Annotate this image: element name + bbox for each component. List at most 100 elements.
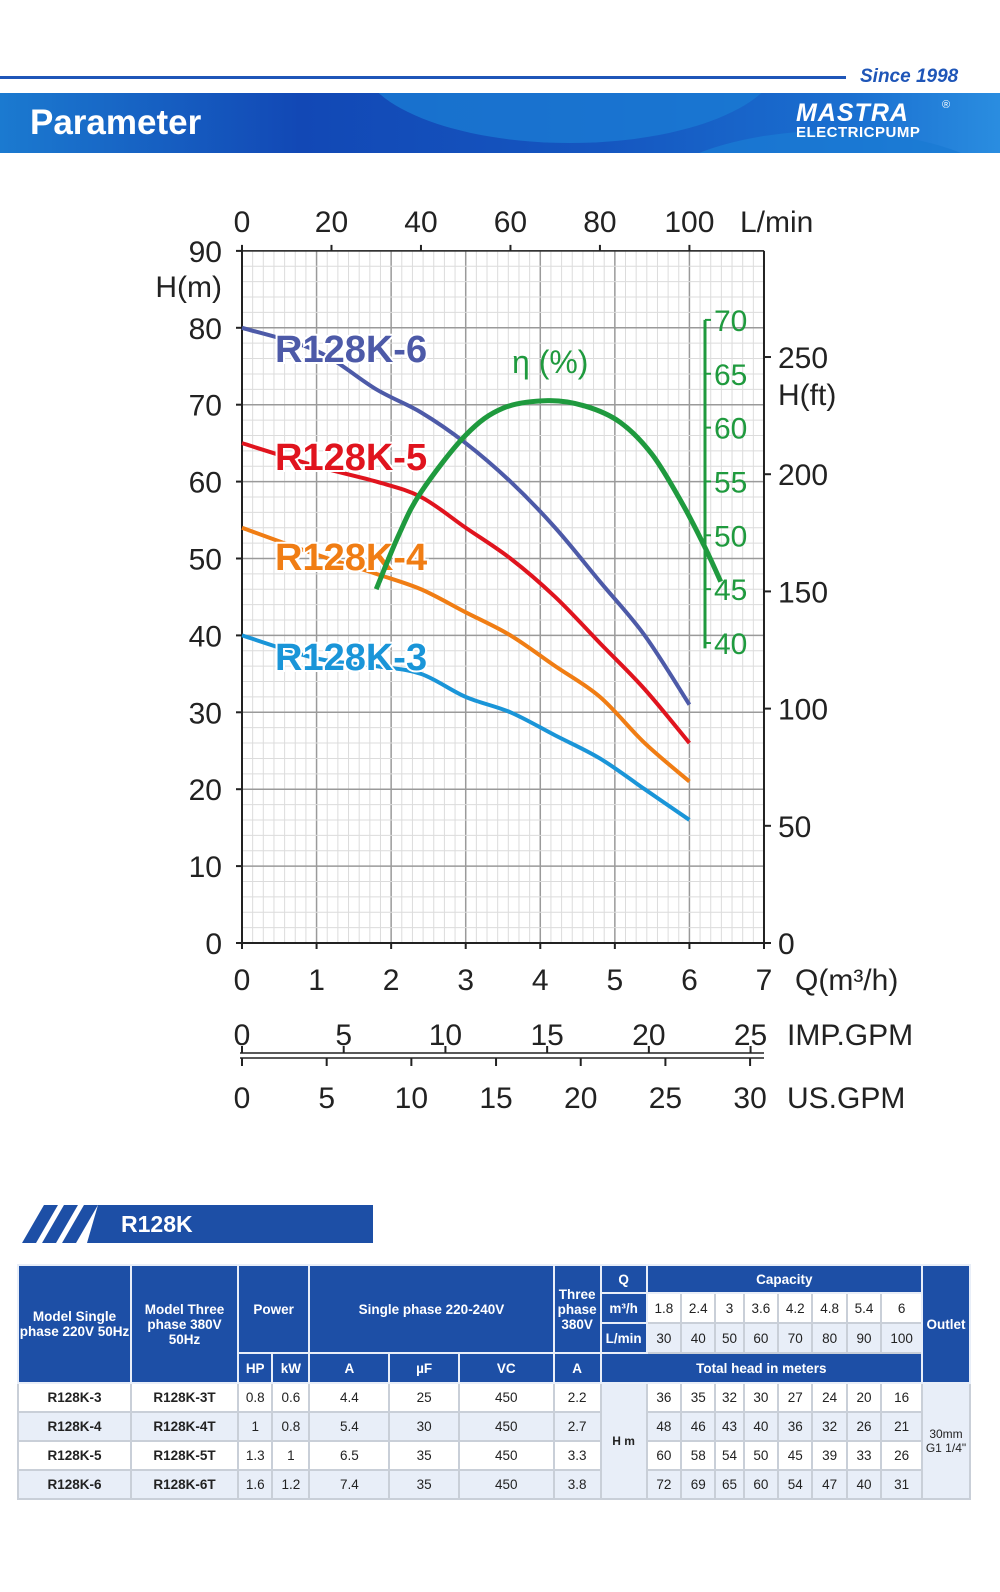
- us-tick-label: 20: [564, 1082, 597, 1115]
- tab-bar: [87, 1205, 373, 1243]
- imp-axis-label: IMP.GPM: [787, 1019, 913, 1052]
- registered-icon: ®: [942, 99, 951, 111]
- header-model-three: Model Three phase 380V 50Hz: [130, 1264, 239, 1384]
- model-single: R128K-5: [17, 1440, 132, 1471]
- capacity-lmin: 40: [680, 1322, 717, 1354]
- spec-value: 1.6: [236, 1469, 274, 1500]
- model-tab: R128K: [17, 1205, 373, 1243]
- head-value: 72: [645, 1469, 683, 1500]
- spec-value: 30: [388, 1411, 460, 1442]
- header-sub: A: [552, 1352, 602, 1384]
- plot-area: [242, 250, 764, 943]
- spec-value: 0.8: [236, 1382, 274, 1413]
- us-tick-label: 5: [318, 1082, 335, 1115]
- head-value: 36: [645, 1382, 683, 1413]
- us-tick-label: 10: [395, 1082, 428, 1115]
- head-value: 48: [645, 1411, 683, 1442]
- y-tick-label: 90: [189, 236, 222, 269]
- imp-tick-label: 25: [734, 1019, 767, 1052]
- spec-value: 2.7: [552, 1411, 602, 1442]
- spec-value: 1: [236, 1411, 274, 1442]
- spec-value: 450: [457, 1411, 555, 1442]
- header-power: Power: [236, 1264, 311, 1354]
- capacity-lmin: 50: [714, 1322, 745, 1354]
- capacity-lmin: 80: [811, 1322, 848, 1354]
- header-q: Q: [599, 1264, 648, 1294]
- series-label: R128K-6: [275, 329, 427, 371]
- head-value: 46: [680, 1411, 717, 1442]
- spec-value: 450: [457, 1440, 555, 1471]
- capacity-m3h: 4.2: [777, 1292, 814, 1324]
- header-single-phase: Single phase 220-240V: [308, 1264, 555, 1354]
- header-model-single: Model Single phase 220V 50Hz: [17, 1264, 132, 1384]
- spec-value: 35: [388, 1440, 460, 1471]
- head-value: 33: [845, 1440, 883, 1471]
- head-value: 40: [845, 1469, 883, 1500]
- capacity-m3h: 6: [880, 1292, 923, 1324]
- head-value: 36: [777, 1411, 814, 1442]
- capacity-m3h: 5.4: [845, 1292, 883, 1324]
- spec-value: 3.8: [552, 1469, 602, 1500]
- y-tick-label: 70: [189, 390, 222, 423]
- spec-value: 1.2: [271, 1469, 311, 1500]
- x-tick-label: 3: [457, 964, 474, 997]
- logo-subtitle: ELECTRICPUMP: [796, 124, 921, 141]
- us-axis-label: US.GPM: [787, 1082, 905, 1115]
- head-unit: H m: [599, 1382, 648, 1500]
- top-tick-label: 20: [315, 206, 348, 239]
- logo-mark: MASTRA: [796, 99, 909, 127]
- ft-tick-label: 50: [778, 811, 811, 844]
- ft-tick-label: 200: [778, 459, 828, 492]
- spec-value: 25: [388, 1382, 460, 1413]
- head-value: 24: [811, 1382, 848, 1413]
- capacity-m3h: 3.6: [742, 1292, 780, 1324]
- top-tick-label: 60: [494, 206, 527, 239]
- y-tick-label: 50: [189, 544, 222, 577]
- us-tick-label: 15: [479, 1082, 512, 1115]
- imp-tick-label: 5: [335, 1019, 352, 1052]
- spec-value: 1.3: [236, 1440, 274, 1471]
- top-axis-label: L/min: [740, 206, 813, 239]
- capacity-lmin: 90: [845, 1322, 883, 1354]
- head-value: 39: [811, 1440, 848, 1471]
- model-single: R128K-6: [17, 1469, 132, 1500]
- eff-tick-label: 70: [714, 305, 747, 338]
- capacity-lmin: 100: [880, 1322, 923, 1354]
- table-row: R128K-6 R128K-6T 1.6 1.2 7.4 35 450 3.8 72 69 65 60…: [17, 1469, 970, 1500]
- table-row: R128K-5 R128K-5T 1.3 1 6.5 35 450 3.3 60 58 54 50 45…: [17, 1440, 970, 1471]
- us-tick-label: 0: [234, 1082, 251, 1115]
- x-tick-label: 1: [308, 964, 325, 997]
- head-value: 45: [777, 1440, 814, 1471]
- header-total-head: Total head in meters: [599, 1352, 924, 1384]
- capacity-m3h: 3: [714, 1292, 745, 1324]
- spec-value: 4.4: [308, 1382, 391, 1413]
- us-tick-label: 25: [649, 1082, 682, 1115]
- model-single: R128K-4: [17, 1411, 132, 1442]
- y-tick-label: 20: [189, 774, 222, 807]
- head-value: 65: [714, 1469, 745, 1500]
- head-value: 47: [811, 1469, 848, 1500]
- capacity-m3h: 4.8: [811, 1292, 848, 1324]
- imp-tick-label: 15: [530, 1019, 563, 1052]
- header-sub: VC: [457, 1352, 555, 1384]
- spec-value: 450: [457, 1382, 555, 1413]
- since-text: Since 1998: [860, 66, 959, 87]
- brand-logo: MASTRA ELECTRICPUMP ®: [796, 99, 950, 141]
- head-value: 21: [880, 1411, 923, 1442]
- x-tick-label: 2: [383, 964, 400, 997]
- model-three: R128K-5T: [130, 1440, 239, 1471]
- spec-value: 5.4: [308, 1411, 391, 1442]
- x-tick-label: 4: [532, 964, 549, 997]
- head-value: 54: [777, 1469, 814, 1500]
- y-tick-label: 80: [189, 313, 222, 346]
- header-sub: A: [308, 1352, 391, 1384]
- eff-tick-label: 55: [714, 466, 747, 499]
- header-sub: kW: [271, 1352, 311, 1384]
- header-capacity: Capacity: [645, 1264, 924, 1294]
- head-value: 43: [714, 1411, 745, 1442]
- spec-value: 3.3: [552, 1440, 602, 1471]
- header-outlet: Outlet: [921, 1264, 971, 1384]
- table-row: R128K-4 R128K-4T 1 0.8 5.4 30 450 2.7 48 46 43 40 36…: [17, 1411, 970, 1442]
- model-tab-label: R128K: [121, 1211, 193, 1237]
- capacity-m3h: 2.4: [680, 1292, 717, 1324]
